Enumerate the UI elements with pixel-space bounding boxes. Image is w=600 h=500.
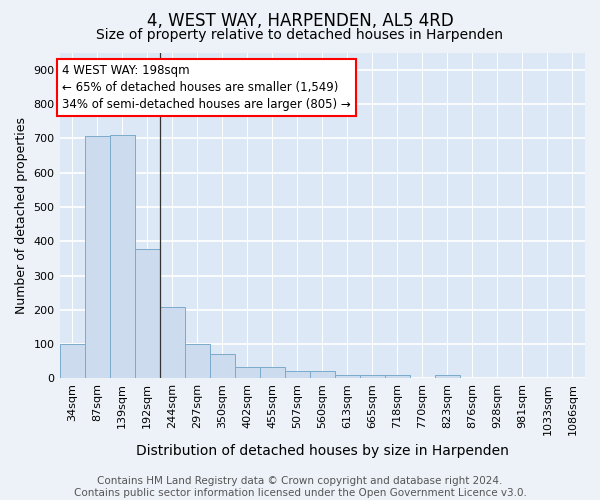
- Bar: [285, 371, 310, 378]
- X-axis label: Distribution of detached houses by size in Harpenden: Distribution of detached houses by size …: [136, 444, 509, 458]
- Bar: [435, 375, 460, 378]
- Bar: [385, 375, 410, 378]
- Bar: [260, 368, 285, 378]
- Bar: [235, 368, 260, 378]
- Text: 4, WEST WAY, HARPENDEN, AL5 4RD: 4, WEST WAY, HARPENDEN, AL5 4RD: [146, 12, 454, 30]
- Bar: [209, 354, 235, 378]
- Bar: [160, 308, 185, 378]
- Bar: [134, 248, 160, 378]
- Text: Size of property relative to detached houses in Harpenden: Size of property relative to detached ho…: [97, 28, 503, 42]
- Bar: [360, 375, 385, 378]
- Bar: [310, 371, 335, 378]
- Text: 4 WEST WAY: 198sqm
← 65% of detached houses are smaller (1,549)
34% of semi-deta: 4 WEST WAY: 198sqm ← 65% of detached hou…: [62, 64, 351, 111]
- Y-axis label: Number of detached properties: Number of detached properties: [15, 117, 28, 314]
- Bar: [335, 375, 360, 378]
- Text: Contains HM Land Registry data © Crown copyright and database right 2024.
Contai: Contains HM Land Registry data © Crown c…: [74, 476, 526, 498]
- Bar: [110, 135, 134, 378]
- Bar: [185, 344, 209, 378]
- Bar: [59, 344, 85, 378]
- Bar: [85, 136, 110, 378]
